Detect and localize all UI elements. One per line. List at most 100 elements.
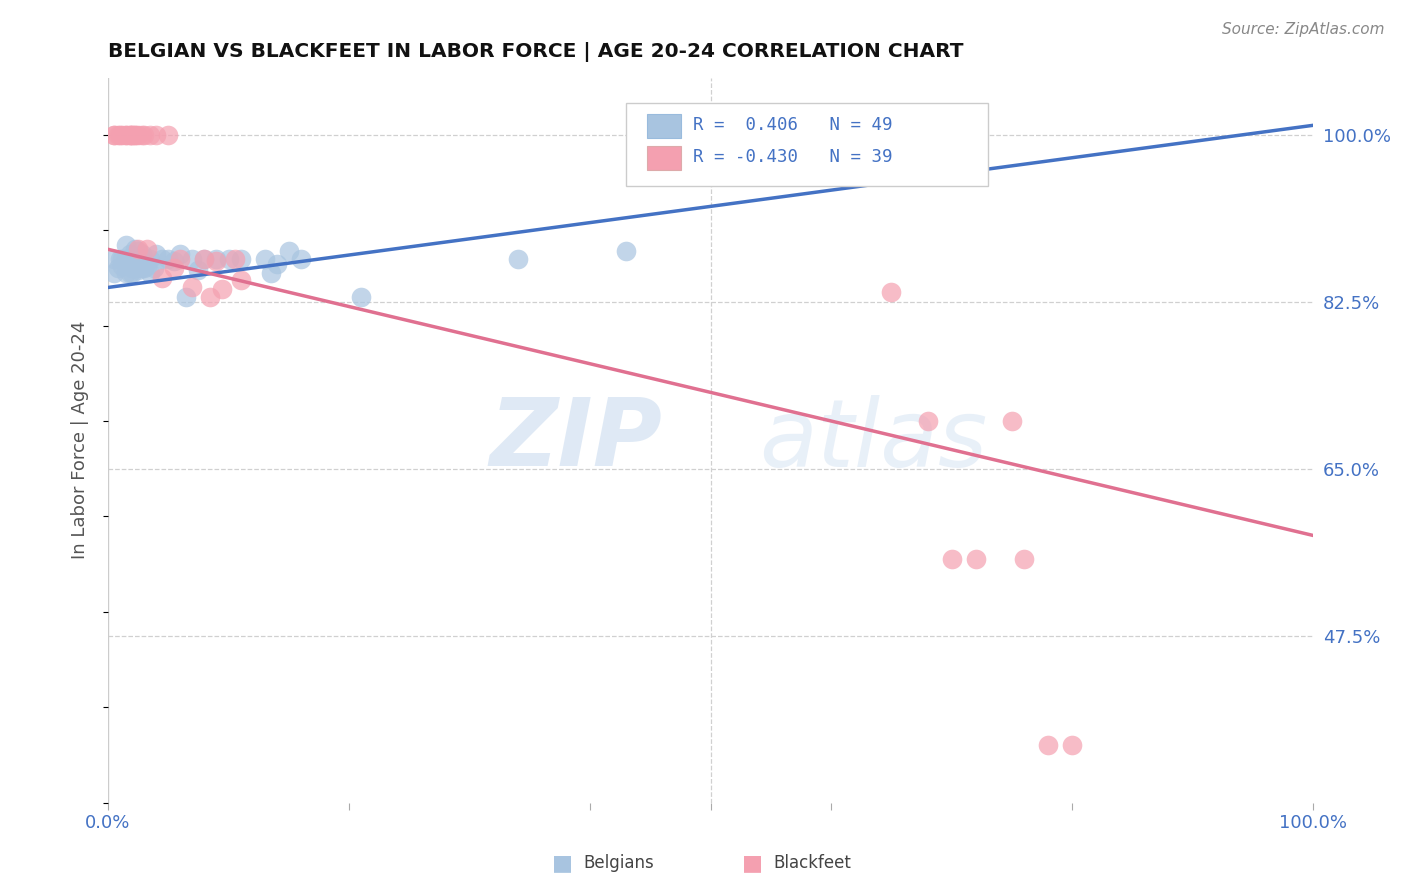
Point xyxy=(142,261,165,276)
FancyBboxPatch shape xyxy=(626,103,988,186)
Text: R = -0.430   N = 39: R = -0.430 N = 39 xyxy=(693,148,891,166)
Point xyxy=(163,253,186,268)
Point xyxy=(205,253,228,268)
Point xyxy=(253,252,276,266)
Point xyxy=(917,414,939,428)
Text: ■: ■ xyxy=(742,854,762,873)
Point xyxy=(200,290,222,304)
Point xyxy=(107,128,129,142)
Point xyxy=(187,263,209,277)
Point xyxy=(157,128,180,142)
Point xyxy=(124,128,146,142)
Point xyxy=(1012,552,1035,566)
Point xyxy=(111,252,134,266)
Point xyxy=(103,128,125,142)
Point xyxy=(108,252,131,266)
Point xyxy=(135,260,157,274)
Point xyxy=(124,242,146,256)
Point xyxy=(350,290,373,304)
Bar xyxy=(647,145,681,169)
Bar xyxy=(647,114,681,137)
Point xyxy=(111,128,134,142)
Point xyxy=(277,244,299,259)
Point xyxy=(169,252,191,266)
Point xyxy=(121,261,143,276)
Text: R =  0.406   N = 49: R = 0.406 N = 49 xyxy=(693,117,891,135)
Point xyxy=(127,128,149,142)
Point xyxy=(211,282,233,296)
Point xyxy=(124,128,146,142)
Point xyxy=(266,257,288,271)
Point xyxy=(1001,414,1024,428)
Point xyxy=(229,252,252,266)
Point xyxy=(169,247,191,261)
Point xyxy=(107,261,129,276)
Point xyxy=(965,552,987,566)
Point xyxy=(134,261,156,276)
Text: Source: ZipAtlas.com: Source: ZipAtlas.com xyxy=(1222,22,1385,37)
Text: ZIP: ZIP xyxy=(489,394,662,486)
Point xyxy=(260,266,283,280)
Point xyxy=(193,252,215,266)
Point xyxy=(118,128,141,142)
Point xyxy=(135,242,157,256)
Text: BELGIAN VS BLACKFEET IN LABOR FORCE | AGE 20-24 CORRELATION CHART: BELGIAN VS BLACKFEET IN LABOR FORCE | AG… xyxy=(108,42,963,62)
Point xyxy=(1036,739,1059,753)
Point xyxy=(115,252,138,266)
Point xyxy=(131,247,153,261)
Point xyxy=(118,128,141,142)
Point xyxy=(139,266,162,280)
Point xyxy=(150,271,173,285)
Point xyxy=(134,128,156,142)
Point xyxy=(127,242,149,256)
Point xyxy=(176,290,198,304)
Point xyxy=(103,128,125,142)
Point xyxy=(614,244,637,259)
Point xyxy=(163,261,186,276)
Point xyxy=(103,252,125,266)
Point xyxy=(121,128,143,142)
Point xyxy=(290,252,312,266)
Point xyxy=(115,266,138,280)
Point xyxy=(127,244,149,259)
Point xyxy=(205,252,228,266)
Point xyxy=(127,253,149,268)
Point xyxy=(145,247,167,261)
Point xyxy=(145,128,167,142)
Point xyxy=(941,552,963,566)
Point xyxy=(121,128,143,142)
Text: ■: ■ xyxy=(553,854,572,873)
Point xyxy=(229,273,252,287)
Text: atlas: atlas xyxy=(759,394,987,485)
Point xyxy=(103,266,125,280)
Point xyxy=(157,252,180,266)
Point xyxy=(118,247,141,261)
Point xyxy=(121,266,143,280)
Point xyxy=(121,252,143,266)
Point xyxy=(124,261,146,276)
Point xyxy=(115,128,138,142)
Point xyxy=(127,263,149,277)
Point xyxy=(115,237,138,252)
Point xyxy=(224,252,246,266)
Point xyxy=(506,252,529,266)
Point xyxy=(118,257,141,271)
Point xyxy=(139,252,162,266)
Point xyxy=(181,252,204,266)
Point xyxy=(880,285,903,300)
Point xyxy=(134,252,156,266)
Point xyxy=(218,252,240,266)
Point xyxy=(131,128,153,142)
Point xyxy=(193,252,215,266)
Point xyxy=(111,260,134,274)
Point xyxy=(1062,739,1084,753)
Point xyxy=(115,128,138,142)
Point xyxy=(131,261,153,276)
Point xyxy=(124,252,146,266)
Text: Belgians: Belgians xyxy=(583,855,654,872)
Point xyxy=(150,252,173,266)
Point xyxy=(118,266,141,280)
Y-axis label: In Labor Force | Age 20-24: In Labor Force | Age 20-24 xyxy=(72,321,89,559)
Point xyxy=(139,128,162,142)
Text: Blackfeet: Blackfeet xyxy=(773,855,851,872)
